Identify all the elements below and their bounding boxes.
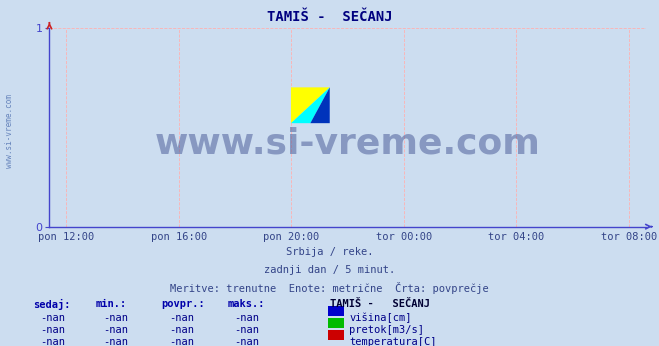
Text: -nan: -nan	[169, 313, 194, 323]
Text: -nan: -nan	[103, 325, 128, 335]
Text: -nan: -nan	[40, 325, 65, 335]
Text: Srbija / reke.: Srbija / reke.	[286, 247, 373, 257]
Text: -nan: -nan	[235, 325, 260, 335]
Text: TAMIŠ -  SEČANJ: TAMIŠ - SEČANJ	[267, 10, 392, 24]
Text: povpr.:: povpr.:	[161, 299, 205, 309]
Text: pretok[m3/s]: pretok[m3/s]	[349, 325, 424, 335]
Polygon shape	[291, 88, 330, 123]
Text: -nan: -nan	[103, 313, 128, 323]
Text: -nan: -nan	[169, 337, 194, 346]
Text: -nan: -nan	[40, 313, 65, 323]
Text: sedaj:: sedaj:	[33, 299, 71, 310]
Text: www.si-vreme.com: www.si-vreme.com	[5, 94, 14, 169]
Text: Meritve: trenutne  Enote: metrične  Črta: povprečje: Meritve: trenutne Enote: metrične Črta: …	[170, 282, 489, 294]
Text: višina[cm]: višina[cm]	[349, 313, 412, 324]
Text: TAMIŠ -   SEČANJ: TAMIŠ - SEČANJ	[330, 299, 430, 309]
Text: -nan: -nan	[103, 337, 128, 346]
Text: temperatura[C]: temperatura[C]	[349, 337, 437, 346]
Text: -nan: -nan	[235, 337, 260, 346]
Text: min.:: min.:	[96, 299, 127, 309]
Text: -nan: -nan	[40, 337, 65, 346]
Text: maks.:: maks.:	[227, 299, 265, 309]
Polygon shape	[291, 88, 330, 123]
Text: -nan: -nan	[169, 325, 194, 335]
Text: -nan: -nan	[235, 313, 260, 323]
Polygon shape	[310, 88, 330, 123]
Text: zadnji dan / 5 minut.: zadnji dan / 5 minut.	[264, 265, 395, 275]
Text: www.si-vreme.com: www.si-vreme.com	[155, 126, 540, 160]
